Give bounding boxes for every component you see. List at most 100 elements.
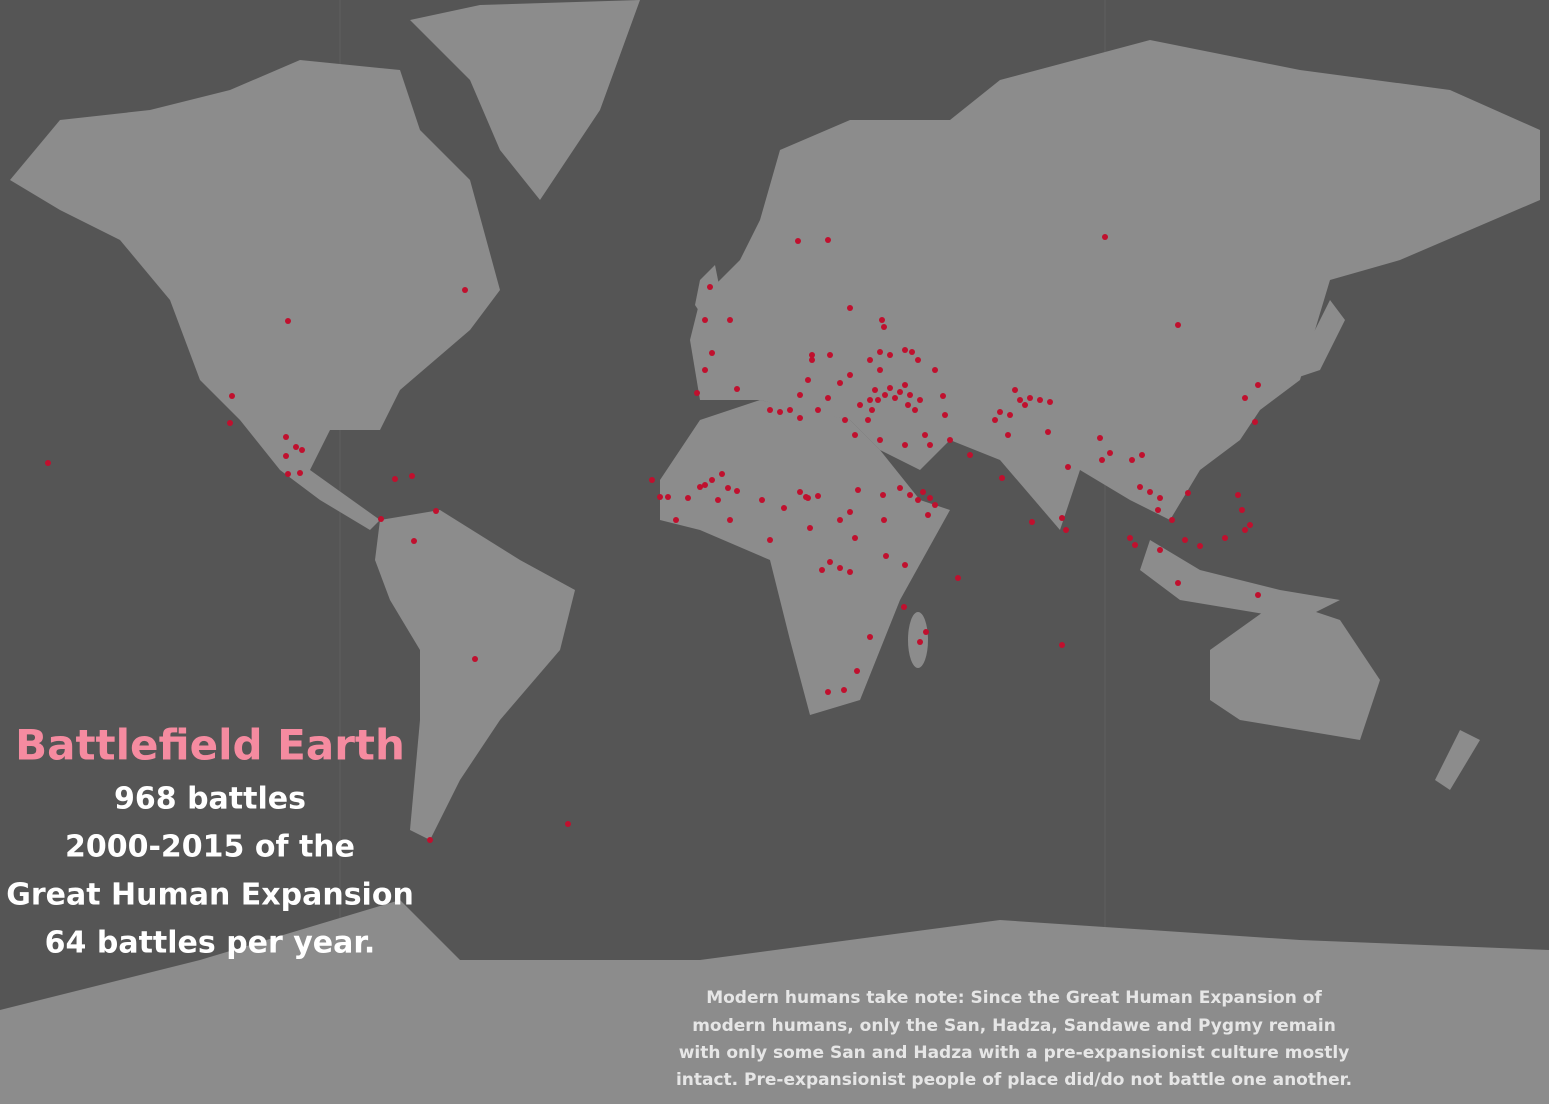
battle-dot xyxy=(565,821,571,827)
battle-dot xyxy=(852,535,858,541)
battle-dot xyxy=(847,509,853,515)
battle-dot xyxy=(777,409,783,415)
battle-dot xyxy=(719,471,725,477)
battle-dot xyxy=(409,473,415,479)
battle-dot xyxy=(707,284,713,290)
battle-dot xyxy=(1242,395,1248,401)
battle-dot xyxy=(1157,495,1163,501)
battle-dot xyxy=(1185,490,1191,496)
antarctica xyxy=(0,900,1549,1104)
battle-dot xyxy=(1099,457,1105,463)
battle-dot xyxy=(879,317,885,323)
battle-dot xyxy=(1255,592,1261,598)
battle-dot xyxy=(901,604,907,610)
battle-dot xyxy=(1182,537,1188,543)
battle-dot xyxy=(852,432,858,438)
battle-dot xyxy=(1235,492,1241,498)
battle-dot xyxy=(855,487,861,493)
title: Battlefield Earth xyxy=(15,721,405,770)
battle-dot xyxy=(649,477,655,483)
battle-dot xyxy=(932,367,938,373)
battle-dot xyxy=(872,387,878,393)
battle-dot xyxy=(837,565,843,571)
greenland xyxy=(410,0,640,200)
battle-dot xyxy=(797,415,803,421)
battle-dot xyxy=(805,377,811,383)
battle-dot xyxy=(227,420,233,426)
battle-dot xyxy=(1197,543,1203,549)
battle-dot xyxy=(881,324,887,330)
battle-dot xyxy=(725,485,731,491)
battle-dot xyxy=(1017,397,1023,403)
battle-dot xyxy=(955,575,961,581)
battle-dot xyxy=(819,567,825,573)
battle-dot xyxy=(285,318,291,324)
battle-dot xyxy=(781,505,787,511)
battle-dot xyxy=(915,357,921,363)
battle-dot xyxy=(847,372,853,378)
battle-dot xyxy=(857,402,863,408)
battle-dot xyxy=(299,447,305,453)
battle-dot xyxy=(685,495,691,501)
battle-dot xyxy=(795,238,801,244)
battle-dot xyxy=(915,497,921,503)
battle-dot xyxy=(923,629,929,635)
battle-dot xyxy=(1005,432,1011,438)
battle-dot xyxy=(1065,464,1071,470)
battle-dot xyxy=(1137,484,1143,490)
eurasia xyxy=(690,40,1540,530)
battle-dot xyxy=(1127,535,1133,541)
subtitle-line: 2000-2015 of the xyxy=(65,830,355,865)
battle-dot xyxy=(902,347,908,353)
battle-dot xyxy=(867,357,873,363)
battle-dot xyxy=(842,417,848,423)
battle-dot xyxy=(1007,412,1013,418)
battle-dot xyxy=(947,437,953,443)
battle-dot xyxy=(902,562,908,568)
battle-dot xyxy=(825,689,831,695)
battle-dot xyxy=(825,237,831,243)
battle-dot xyxy=(1107,450,1113,456)
battle-dot xyxy=(927,495,933,501)
battle-dot xyxy=(847,569,853,575)
indonesia xyxy=(1140,540,1340,620)
japan xyxy=(1290,300,1345,380)
battle-dot xyxy=(1155,507,1161,513)
battle-dot xyxy=(1059,515,1065,521)
battle-dot xyxy=(378,516,384,522)
battle-dot xyxy=(1157,547,1163,553)
battle-dot xyxy=(727,317,733,323)
battle-dot xyxy=(1022,402,1028,408)
battle-dot xyxy=(905,402,911,408)
new-zealand xyxy=(1435,730,1480,790)
battle-dot xyxy=(877,437,883,443)
battle-dot xyxy=(809,352,815,358)
subtitle-line: 64 battles per year. xyxy=(45,926,376,961)
battle-dot xyxy=(1247,522,1253,528)
battle-dot xyxy=(875,397,881,403)
battle-dot xyxy=(293,444,299,450)
battle-dot xyxy=(1027,395,1033,401)
battle-dot xyxy=(1222,535,1228,541)
battle-dot xyxy=(997,409,1003,415)
note-line: with only some San and Hadza with a pre-… xyxy=(679,1043,1350,1063)
battle-dot xyxy=(1255,382,1261,388)
battle-dot xyxy=(734,488,740,494)
battle-dot xyxy=(1132,542,1138,548)
battle-dot xyxy=(917,397,923,403)
battle-dot xyxy=(1102,234,1108,240)
battle-dot xyxy=(897,389,903,395)
australia xyxy=(1210,600,1380,740)
battle-dot xyxy=(1175,580,1181,586)
battle-dot xyxy=(902,382,908,388)
battle-dot xyxy=(854,668,860,674)
battle-dot xyxy=(877,367,883,373)
battle-dot xyxy=(1045,429,1051,435)
battle-dot xyxy=(1047,399,1053,405)
battle-dot xyxy=(1012,387,1018,393)
battle-dot xyxy=(1252,419,1258,425)
battle-dot xyxy=(917,639,923,645)
battle-dot xyxy=(880,492,886,498)
battle-dot xyxy=(1129,457,1135,463)
